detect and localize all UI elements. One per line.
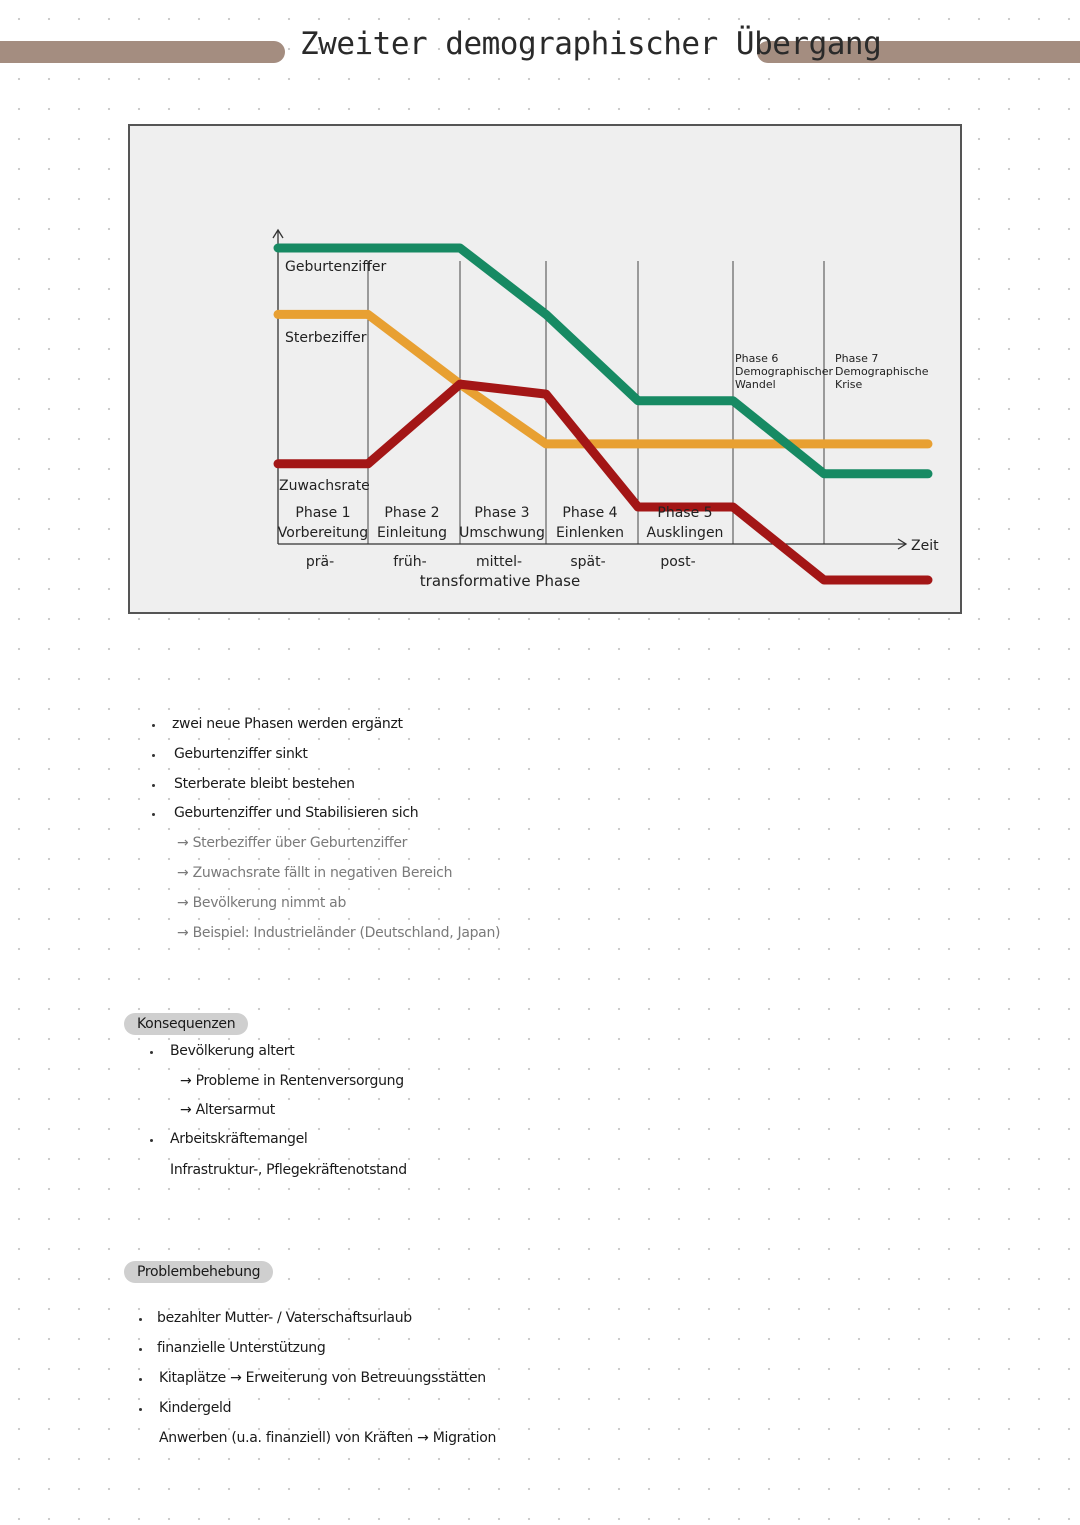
phase-name: Vorbereitung: [278, 525, 368, 541]
phase-name: Krise: [835, 378, 863, 391]
stage-label: mittel-: [476, 554, 522, 570]
stage-group-label: transformative Phase: [420, 572, 580, 590]
konsequenzen-heading: Konsequenzen: [124, 1013, 249, 1035]
series-label: Sterbeziffer: [285, 330, 367, 346]
phase-label: Phase 1: [295, 505, 350, 521]
phase-name: Wandel: [735, 378, 776, 391]
phase-name: Einlenken: [556, 525, 624, 541]
konsequenzen-subitem: → Altersarmut: [180, 1102, 275, 1118]
bullet: [152, 754, 155, 757]
title-decoration-left: [0, 41, 285, 63]
bullet: [139, 1378, 142, 1381]
demographic-transition-chart: Geburtenziffer Sterbeziffer Zuwachsrate Pha…: [128, 124, 962, 614]
phase-name: Einleitung: [377, 525, 447, 541]
series-label: Zuwachsrate: [279, 478, 370, 494]
x-axis-label: Zeit: [911, 538, 939, 554]
bullet: [150, 1139, 153, 1142]
x-axis-arrow: [897, 538, 908, 550]
problembehebung-heading: Problembehebung: [124, 1261, 274, 1283]
stage-label: spät-: [570, 554, 605, 570]
phase-name: Ausklingen: [647, 525, 724, 541]
konsequenzen-subitem: → Probleme in Rentenversorgung: [180, 1073, 404, 1089]
bullet: [139, 1408, 142, 1411]
series-line-zuwachsrate: [273, 379, 933, 585]
stage-label: prä-: [306, 554, 334, 570]
note-item: Sterberate bleibt bestehen: [174, 776, 355, 792]
konsequenzen-item: Arbeitskräftemangel: [170, 1131, 308, 1147]
problembehebung-item: bezahlter Mutter- / Vaterschaftsurlaub: [157, 1310, 412, 1326]
stage-label: post-: [660, 554, 695, 570]
phase-label: Phase 2: [384, 505, 439, 521]
phase-name: Demographischer: [735, 365, 833, 378]
bullet: [152, 784, 155, 787]
title-decoration-right: [757, 41, 1080, 63]
konsequenzen-item: Infrastruktur-, Pflegekräftenotstand: [170, 1162, 407, 1178]
problembehebung-item: Kitaplätze → Erweiterung von Betreuungss…: [159, 1370, 486, 1386]
y-axis-arrow: [272, 228, 284, 239]
chart-canvas: Geburtenziffer Sterbeziffer Zuwachsrate Pha…: [272, 228, 939, 590]
phase-label: Phase 6: [735, 352, 778, 365]
page-title: Zweiter demographischer Übergang: [300, 26, 882, 62]
note-subitem: → Zuwachsrate fällt in negativen Bereich: [177, 865, 453, 881]
note-item: Geburtenziffer sinkt: [174, 746, 308, 762]
bullet: [152, 813, 155, 816]
series-line-sterbeziffer: [273, 309, 933, 449]
bullet: [152, 724, 155, 727]
note-subitem: → Beispiel: Industrieländer (Deutschland…: [177, 925, 501, 941]
note-subitem: → Sterbeziffer über Geburtenziffer: [177, 835, 408, 851]
phase-label: Phase 7: [835, 352, 878, 365]
phase-label: Phase 4: [562, 505, 617, 521]
bullet: [139, 1318, 142, 1321]
stage-label: früh-: [393, 554, 426, 570]
bullet: [139, 1348, 142, 1351]
phase-label: Phase 3: [474, 505, 529, 521]
phase-name: Umschwung: [459, 525, 545, 541]
phase-name: Demographische: [835, 365, 929, 378]
note-item: Geburtenziffer und Stabilisieren sich: [174, 805, 419, 821]
konsequenzen-item: Bevölkerung altert: [170, 1043, 295, 1059]
bullet: [150, 1051, 153, 1054]
problembehebung-item: Anwerben (u.a. finanziell) von Kräften →…: [159, 1430, 497, 1446]
note-item: zwei neue Phasen werden ergänzt: [172, 716, 403, 732]
note-subitem: → Bevölkerung nimmt ab: [177, 895, 347, 911]
problembehebung-item: Kindergeld: [159, 1400, 232, 1416]
problembehebung-item: finanzielle Unterstützung: [157, 1340, 326, 1356]
phase-label: Phase 5: [657, 505, 712, 521]
series-label: Geburtenziffer: [285, 259, 386, 275]
series-line-geburtenziffer: [273, 243, 933, 479]
